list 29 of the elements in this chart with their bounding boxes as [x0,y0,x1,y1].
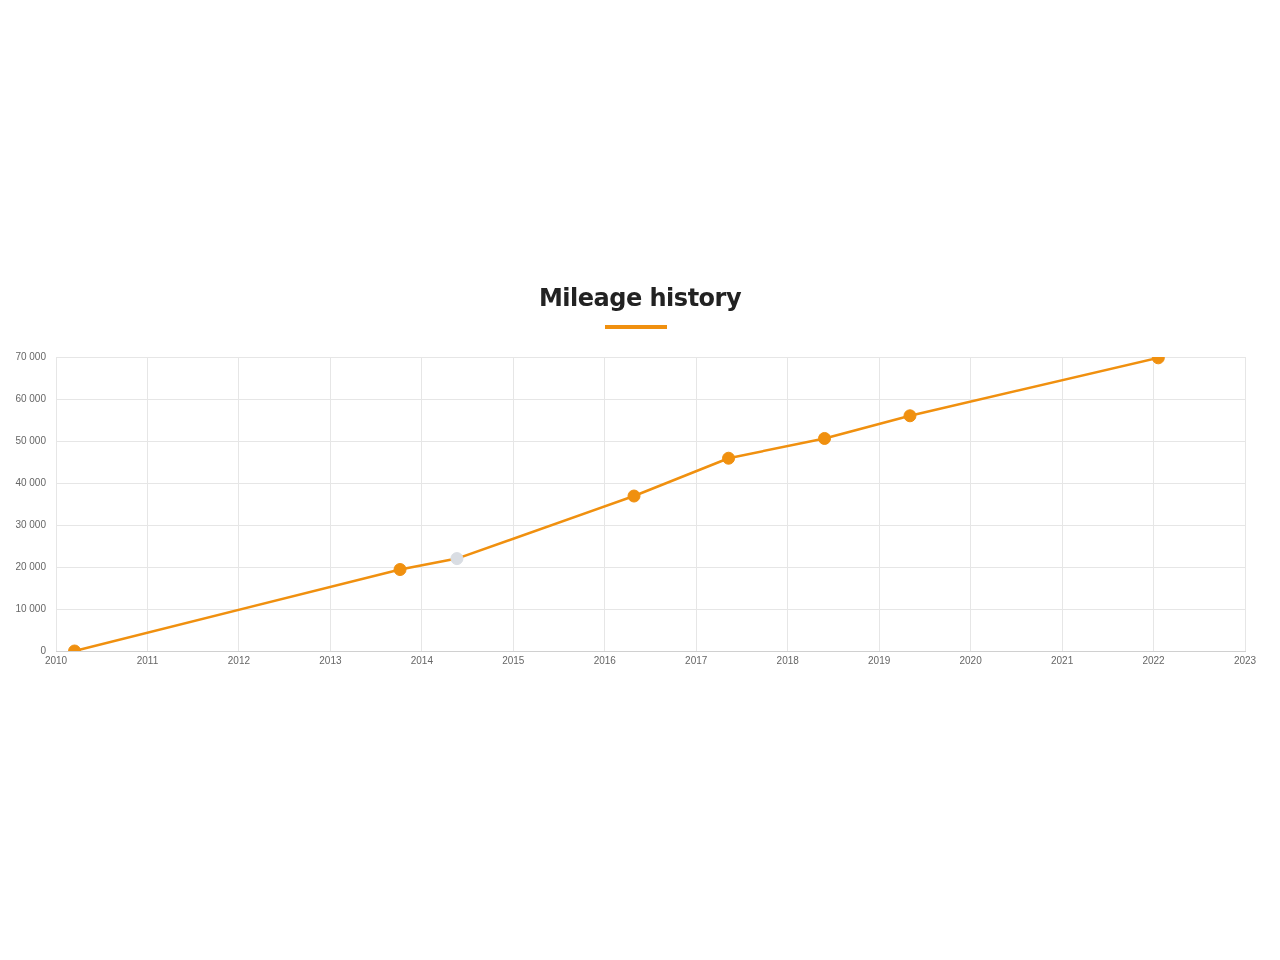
x-tick-label: 2023 [1233,654,1257,666]
point [393,563,407,577]
point [450,552,464,566]
x-tick-label: 2010 [44,654,68,666]
x-tick-label: 2011 [136,654,159,666]
x-tick-label: 2012 [227,654,251,666]
x-tick-label: 2019 [868,654,891,666]
y-tick-label: 60 000 [15,392,47,404]
point [627,489,641,503]
point [818,431,832,445]
y-tick-label: 0 [40,644,47,656]
y-tick-label: 30 000 [15,518,47,530]
x-tick-label: 2018 [776,654,800,666]
point [903,409,917,423]
y-tick-label: 70 000 [15,350,47,362]
x-tick-label: 2017 [685,654,708,666]
chart-title: Mileage history [537,284,743,312]
x-tick-label: 2014 [410,654,434,666]
y-tick-label: 50 000 [15,434,47,446]
x-tick-label: 2016 [593,654,617,666]
x-tick-label: 2021 [1050,654,1074,666]
x-tick-label: 2015 [502,654,525,666]
x-tick-label: 2022 [1142,654,1166,666]
x-tick-label: 2020 [959,654,983,666]
y-tick-label: 10 000 [15,602,47,614]
y-tick-label: 40 000 [15,476,47,488]
x-tick-label: 2013 [319,654,342,666]
point [722,451,736,465]
y-tick-label: 20 000 [15,560,47,572]
